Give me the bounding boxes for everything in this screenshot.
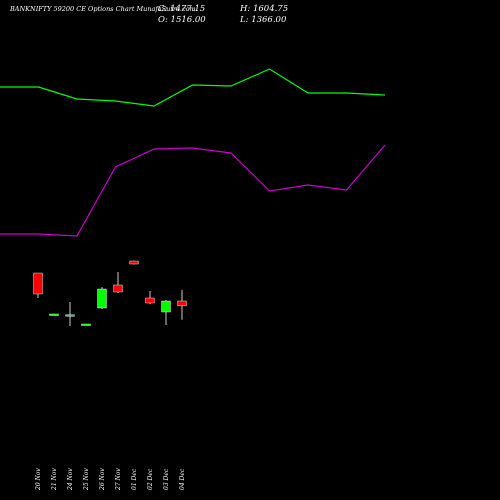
open-label: O: 1516.00	[158, 15, 206, 25]
x-tick-label: 20 Nov	[35, 468, 42, 491]
x-tick-label: 26 Nov	[99, 468, 106, 491]
close-label: C: 1477.15	[158, 4, 205, 14]
indicator-line	[0, 144, 386, 237]
candle-body	[145, 297, 155, 304]
x-tick-label: 03 Dec	[163, 468, 170, 490]
candle-body	[113, 284, 123, 293]
x-tick-label: 01 Dec	[131, 468, 138, 490]
candle-body	[49, 313, 59, 316]
high-label: H: 1604.75	[239, 4, 288, 14]
x-tick-label: 21 Nov	[51, 468, 58, 491]
x-tick-label: 04 Dec	[179, 468, 186, 490]
chart-title: BANKNIFTY 59200 CE Options Chart MunafaS…	[9, 5, 196, 13]
candle-body	[81, 323, 91, 326]
candle-body	[97, 288, 107, 309]
candle-body	[177, 300, 187, 307]
x-tick-label: 24 Nov	[67, 468, 74, 491]
candle-body	[33, 272, 43, 295]
x-tick-label: 25 Nov	[83, 468, 90, 491]
candle-body	[129, 260, 139, 265]
x-tick-label: 02 Dec	[147, 468, 154, 490]
indicator-line	[0, 68, 386, 107]
candle-body	[65, 314, 75, 317]
x-tick-label: 27 Nov	[115, 468, 122, 491]
candle-body	[161, 300, 171, 313]
low-label: L: 1366.00	[239, 15, 287, 25]
